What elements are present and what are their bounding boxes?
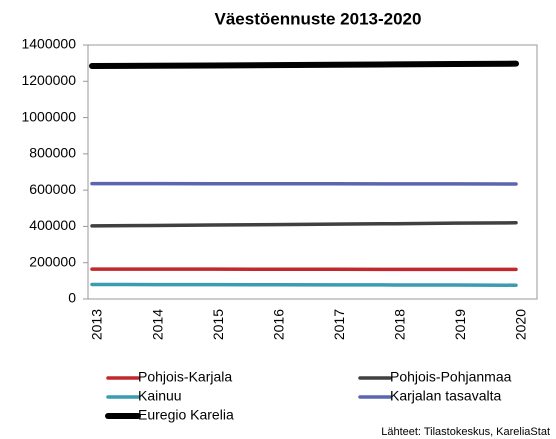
series-line — [90, 282, 518, 287]
y-tick-label: 200000 — [29, 253, 76, 269]
plot-frame — [87, 44, 538, 300]
series-line — [89, 60, 519, 70]
legend-label: Pohjois-Pohjanmaa — [390, 369, 512, 385]
y-tick-label: 1200000 — [21, 72, 76, 88]
y-tick-label: 600000 — [29, 181, 76, 197]
x-tick-label: 2013 — [89, 309, 105, 340]
series-line — [90, 221, 518, 228]
x-tick-label: 2014 — [149, 309, 165, 340]
x-tick-label: 2020 — [513, 309, 529, 340]
legend-label: Pohjois-Karjala — [138, 369, 232, 385]
x-tick-label: 2015 — [210, 309, 226, 340]
legend-label: Euregio Karelia — [138, 407, 234, 423]
y-tick-label: 1000000 — [21, 108, 76, 124]
x-tick-label: 2018 — [392, 309, 408, 340]
x-tick-label: 2017 — [331, 309, 347, 340]
y-tick-label: 800000 — [29, 145, 76, 161]
x-tick-label: 2019 — [452, 309, 468, 340]
y-tick-label: 0 — [68, 290, 76, 306]
source-note: Lähteet: Tilastokeskus, KareliaStat — [381, 426, 550, 438]
x-tick-label: 2016 — [270, 309, 286, 340]
y-tick-label: 1400000 — [21, 36, 76, 52]
legend-label: Kainuu — [138, 388, 182, 404]
legend-label: Karjalan tasavalta — [390, 388, 502, 404]
y-tick-label: 400000 — [29, 217, 76, 233]
chart-title: Väestöennuste 2013-2020 — [215, 9, 422, 28]
